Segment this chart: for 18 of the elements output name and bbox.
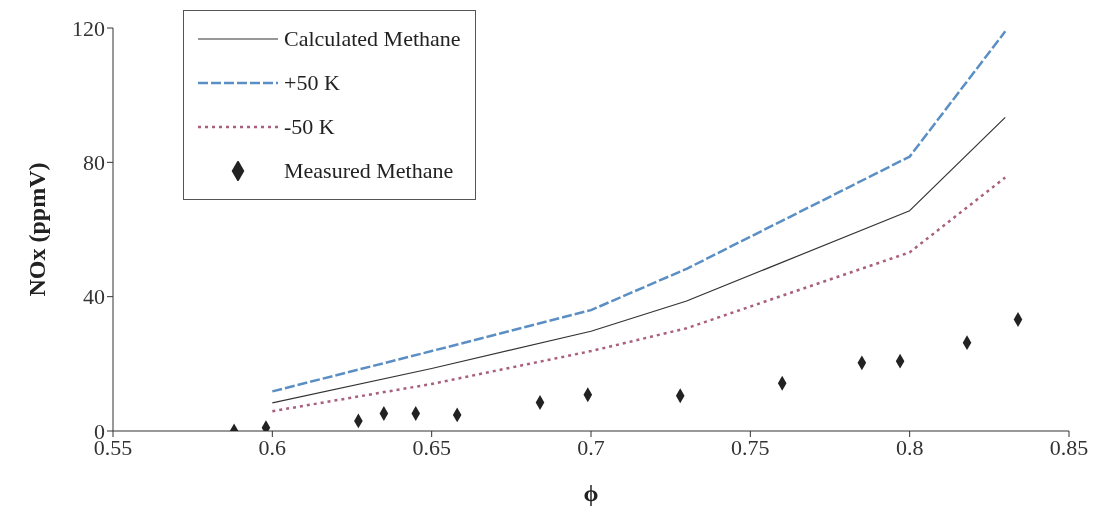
legend-label: -50 K — [284, 114, 335, 140]
legend-label: +50 K — [284, 70, 340, 96]
x-tick-label: 0.75 — [731, 434, 770, 460]
legend-label: Measured Methane — [284, 158, 454, 184]
x-tick-label: 0.85 — [1049, 434, 1089, 460]
x-tick-label: 0.8 — [895, 434, 924, 460]
x-tick-label: 0.7 — [577, 434, 605, 460]
y-axis-title: NOx (ppmV) — [23, 162, 50, 297]
x-tick-label: 0.6 — [258, 434, 287, 460]
line-series — [271, 116, 1006, 404]
x-axis-title: ϕ — [583, 480, 599, 506]
y-tick-label: 120 — [72, 15, 105, 41]
line-series — [271, 30, 1007, 393]
line-series — [271, 176, 1007, 413]
x-tick-label: 0.65 — [412, 434, 451, 460]
legend-label: Calculated Methane — [284, 26, 461, 52]
y-tick-label: 40 — [83, 284, 105, 310]
y-tick-label: 80 — [83, 150, 105, 176]
